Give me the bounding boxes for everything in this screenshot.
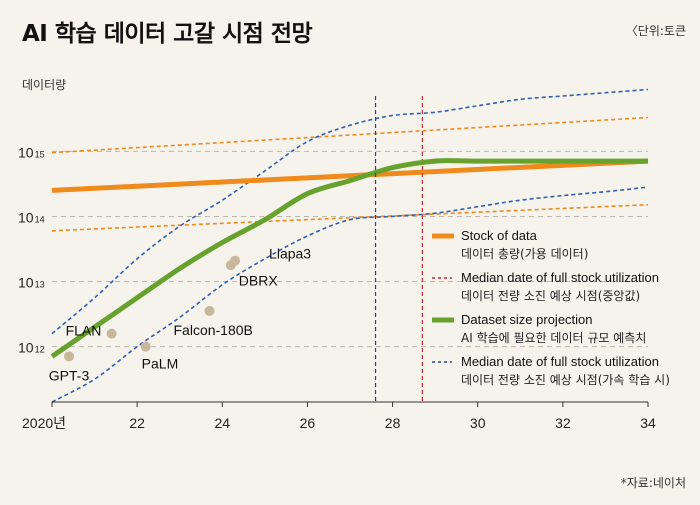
model-point — [230, 255, 241, 266]
x-tick-label: 30 — [470, 415, 486, 431]
model-point — [204, 305, 215, 316]
x-tick-label: 24 — [214, 415, 230, 431]
model-label: GPT-3 — [49, 367, 90, 383]
y-tick-label: 1012 — [18, 340, 45, 356]
point-layer: GPT-3 FLAN PaLM Falcon-180B DBRX Llapa3 — [49, 246, 312, 384]
model-point — [64, 351, 75, 362]
page-title: AI 학습 데이터 고갈 시점 전망 — [22, 21, 313, 47]
unit-note: 〈단위:토큰 — [625, 24, 686, 38]
x-tick-label: 34 — [640, 415, 656, 431]
legend-layer: Stock of data 데이터 총량(가용 데이터) Median date o… — [432, 228, 670, 387]
x-tick-label: 2020년 — [22, 415, 66, 431]
model-label: DBRX — [239, 272, 279, 288]
y-tick-label: 1015 — [18, 144, 45, 160]
legend-subtitle: 데이터 총량(가용 데이터) — [461, 247, 588, 261]
legend-title: Median date of full stock utilization — [461, 270, 659, 285]
band-1-lower — [51, 186, 649, 403]
legend-subtitle: 데이터 전량 소진 예상 시점(가속 학습 시) — [461, 373, 670, 387]
x-tick-label: 32 — [555, 415, 571, 431]
band-0-upper — [51, 116, 649, 154]
line-layer — [50, 96, 649, 402]
legend-subtitle: AI 학습에 필요한 데이터 규모 예측치 — [461, 331, 646, 345]
band-1-upper — [51, 88, 649, 335]
source-note: *자료:네이처 — [620, 476, 686, 490]
grid-layer — [52, 150, 648, 348]
y-tick-label: 1013 — [18, 275, 45, 291]
x-tick-label: 28 — [385, 415, 401, 431]
series-line-0 — [51, 158, 649, 193]
legend-subtitle: 데이터 전량 소진 예상 시점(중앙값) — [461, 289, 640, 303]
legend-title: Dataset size projection — [461, 312, 593, 327]
x-tick-label: 26 — [300, 415, 316, 431]
model-label: PaLM — [142, 356, 179, 372]
axis-layer: 1012 1013 1014 1015 2020년 22 24 26 28 30 32 34 — [18, 144, 656, 431]
x-tick-label: 22 — [129, 415, 145, 431]
legend-title: Median date of full stock utilization — [461, 354, 659, 369]
legend-title: Stock of data — [461, 228, 538, 243]
model-point — [140, 341, 151, 352]
band-0-lower — [51, 203, 649, 232]
series-line-2 — [50, 158, 648, 359]
model-point — [106, 328, 117, 339]
band-layer — [51, 88, 649, 403]
model-label: Falcon-180B — [174, 322, 253, 338]
model-label: FLAN — [66, 323, 102, 339]
model-label: Llapa3 — [269, 246, 311, 262]
y-axis-label: 데이터량 — [22, 78, 67, 92]
y-tick-label: 1014 — [18, 209, 45, 225]
